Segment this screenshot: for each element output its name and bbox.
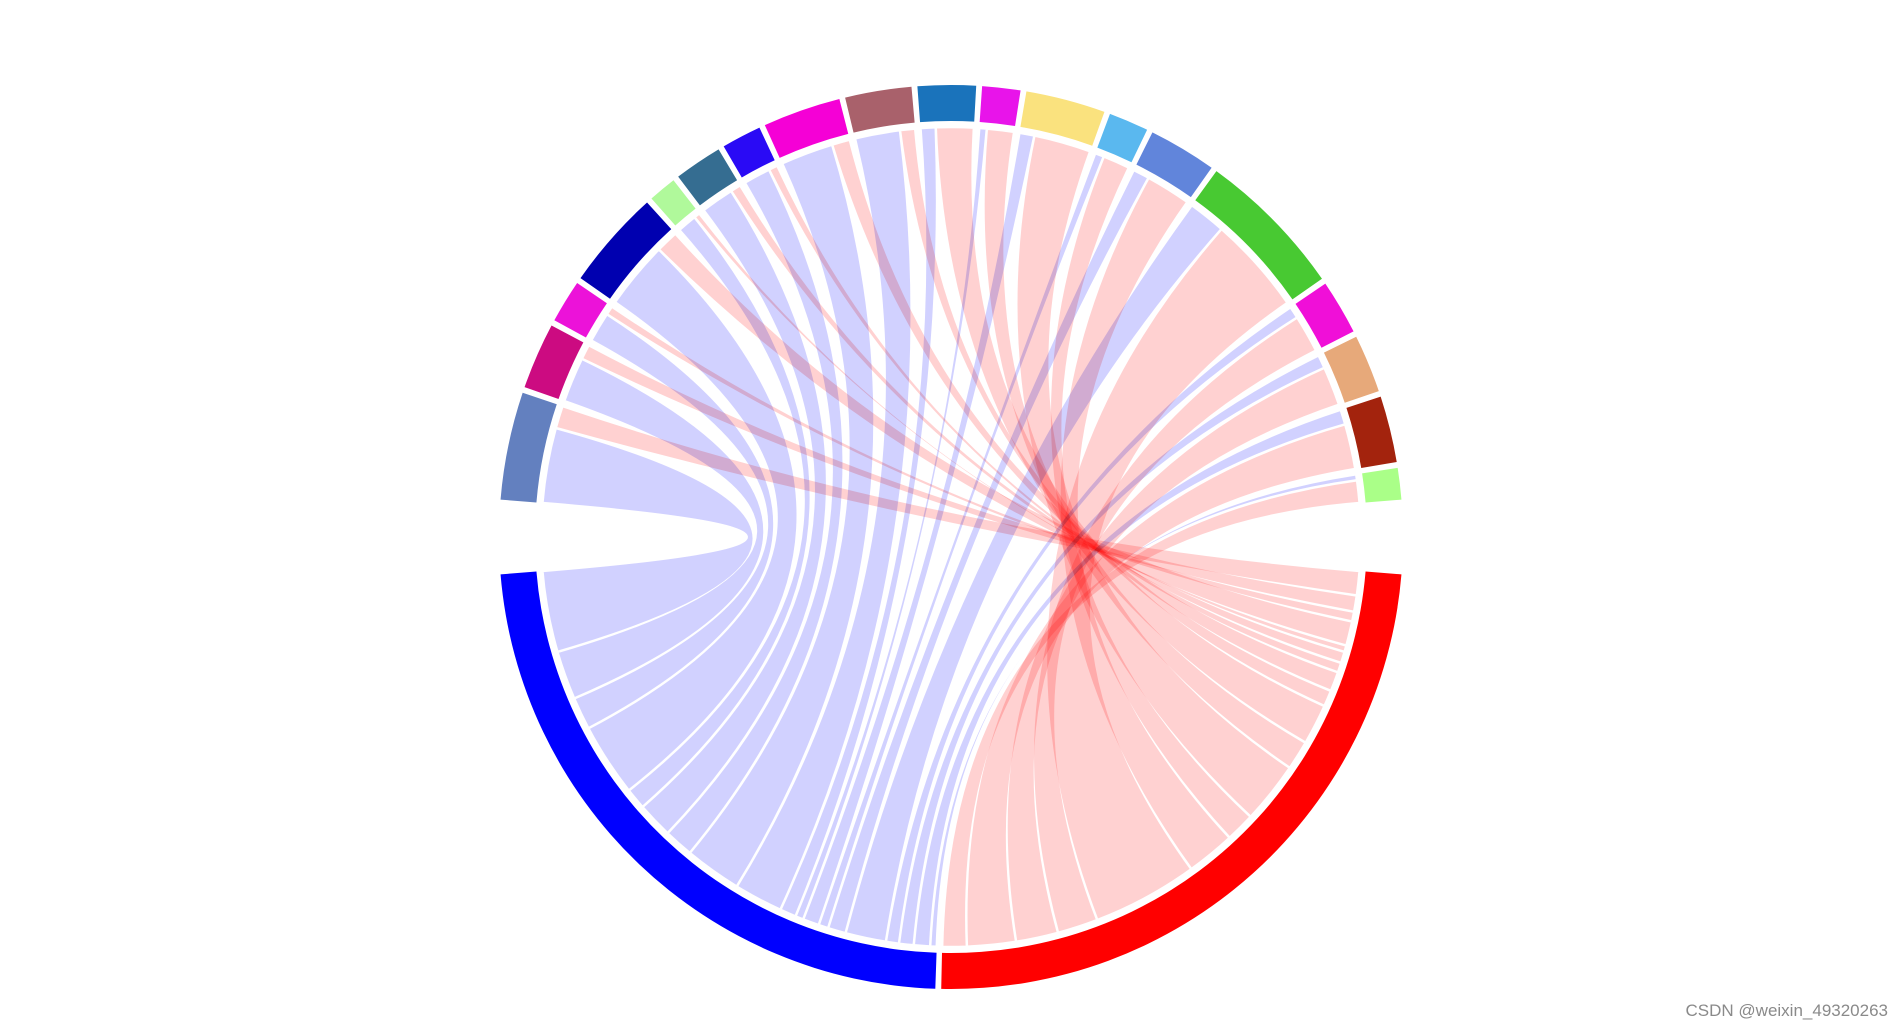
chord-link-red-s1	[940, 478, 1361, 949]
chord-link-blue-s11	[734, 128, 913, 912]
sector-s12	[764, 99, 849, 158]
sector-red	[941, 571, 1402, 989]
chord-link-blue-s7	[817, 151, 1106, 930]
chord-link-blue-s1	[928, 472, 1359, 949]
chord-link-blue-s13	[665, 167, 845, 855]
sector-s9	[979, 86, 1021, 126]
chord-link-blue-s12	[687, 143, 876, 889]
chord-link-blue-s16	[586, 247, 799, 793]
sector-s1	[1362, 467, 1402, 503]
chord-link-blue-s4	[884, 305, 1299, 946]
chord-link-blue-s5	[844, 203, 1224, 944]
sector-s16	[580, 202, 672, 299]
sector-s13	[723, 127, 775, 178]
chord-link-blue-s14	[640, 189, 829, 836]
sector-s4	[1295, 283, 1354, 348]
sector-s3	[1323, 336, 1379, 403]
chord-link-blue-s9	[793, 126, 989, 922]
sector-s5	[1195, 171, 1322, 300]
sector-s18	[524, 325, 584, 400]
chord-link-blue-s3	[897, 353, 1327, 947]
chord-link-blue-s10	[778, 125, 939, 919]
sector-s7	[1097, 113, 1148, 163]
sector-s2	[1346, 396, 1397, 468]
sector-s14	[678, 149, 738, 206]
sector-s10	[917, 84, 977, 123]
chord-link-blue-s8	[801, 131, 1036, 927]
sector-s6	[1136, 132, 1212, 198]
chord-links	[541, 125, 1361, 949]
sector-s17	[554, 282, 607, 338]
watermark-text: CSDN @weixin_49320263	[1685, 1001, 1888, 1020]
sector-s11	[845, 86, 915, 133]
sector-blue	[500, 571, 937, 989]
chord-sectors	[500, 84, 1402, 989]
sector-s19	[500, 392, 557, 503]
chord-link-blue-s6	[826, 168, 1151, 935]
sector-s15	[651, 180, 696, 226]
sector-s8	[1020, 91, 1105, 146]
chord-link-blue-s2	[912, 408, 1347, 948]
